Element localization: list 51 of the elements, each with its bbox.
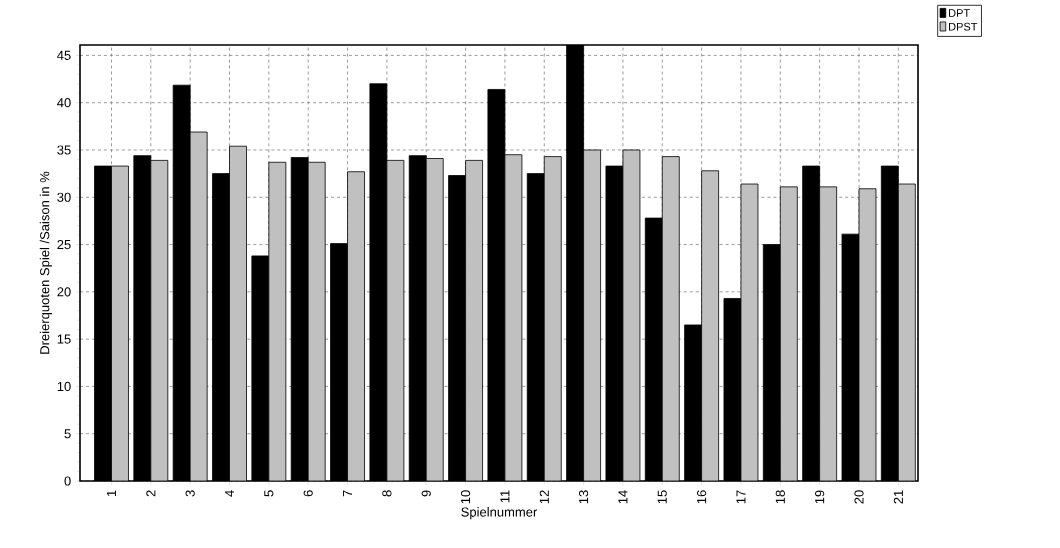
y-tick-label: 25 bbox=[57, 239, 71, 250]
y-tick-label: 20 bbox=[57, 287, 71, 297]
x-tick-label: 3 bbox=[185, 490, 195, 497]
x-tick-label: 4 bbox=[225, 490, 234, 497]
bar bbox=[229, 145, 247, 481]
x-tick-label: 5 bbox=[264, 490, 274, 497]
bar bbox=[111, 165, 129, 481]
bar bbox=[583, 149, 601, 481]
x-tick-label: 14 bbox=[618, 490, 628, 504]
x-tick-label: 12 bbox=[539, 490, 549, 504]
x-tick-label: 17 bbox=[736, 490, 746, 504]
x-tick-label: 21 bbox=[893, 490, 903, 504]
bar bbox=[347, 171, 365, 481]
y-tick-label: 5 bbox=[64, 429, 71, 439]
bar bbox=[543, 156, 562, 481]
x-tick-label: 19 bbox=[815, 490, 825, 504]
y-tick-label: 15 bbox=[57, 334, 71, 344]
x-tick-label: 11 bbox=[500, 490, 510, 503]
y-tick-label: 45 bbox=[57, 50, 71, 60]
legend-label: DPT bbox=[949, 9, 970, 17]
bar bbox=[897, 183, 916, 481]
bar bbox=[189, 131, 208, 481]
y-tick-label: 10 bbox=[57, 381, 71, 392]
bar bbox=[779, 186, 798, 481]
x-tick-label: 15 bbox=[657, 490, 667, 504]
x-tick-label: 18 bbox=[775, 490, 785, 504]
x-tick-label: 8 bbox=[382, 490, 392, 497]
x-tick-label: 9 bbox=[421, 490, 431, 497]
y-tick-label: 40 bbox=[57, 98, 71, 108]
bar bbox=[819, 186, 838, 481]
bar bbox=[701, 170, 720, 481]
bar bbox=[268, 161, 287, 481]
bar bbox=[425, 158, 444, 481]
x-tick-label: 7 bbox=[343, 490, 353, 497]
legend-label: DPST bbox=[949, 22, 978, 31]
bar bbox=[661, 156, 680, 481]
bar bbox=[150, 159, 169, 481]
x-tick-label: 2 bbox=[146, 490, 156, 497]
bar bbox=[465, 159, 483, 481]
y-axis-title: Dreierquoten Spiel /Saison in % bbox=[39, 171, 52, 354]
x-tick-label: 16 bbox=[697, 490, 707, 504]
x-tick-label: 1 bbox=[107, 490, 116, 497]
x-tick-label: 6 bbox=[303, 490, 313, 497]
x-axis-title: Spielnummer bbox=[461, 507, 538, 520]
y-tick-label: 0 bbox=[64, 476, 71, 486]
bar bbox=[307, 161, 326, 481]
x-tick-label: 20 bbox=[854, 490, 864, 504]
y-tick-label: 35 bbox=[57, 145, 71, 155]
y-tick-label: 30 bbox=[57, 192, 71, 202]
x-tick-label: 13 bbox=[578, 490, 589, 504]
x-tick-label: 10 bbox=[460, 490, 471, 504]
